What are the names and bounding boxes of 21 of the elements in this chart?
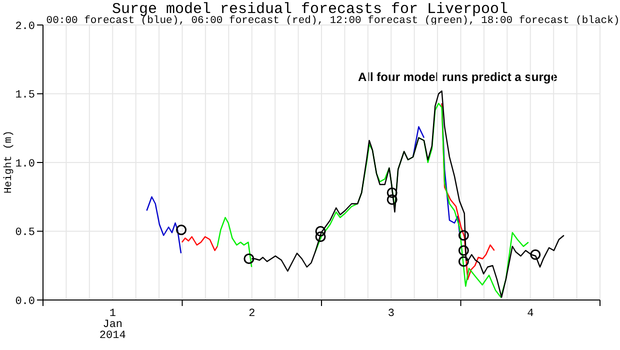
point — [244, 254, 254, 264]
chart-subtitle: 00:00 forecast (blue), 06:00 forecast (red), 12:00 forecast (green), 18:00 forecast (black) — [45, 15, 620, 27]
x-tick-label: 1 Jan 2014 — [99, 308, 126, 342]
point — [176, 224, 187, 236]
point — [315, 226, 326, 236]
y-tick-label: 0.0 — [15, 296, 35, 308]
y-tick-label: 0.5 — [15, 227, 35, 240]
point — [458, 230, 469, 241]
point — [386, 194, 398, 205]
point — [530, 249, 541, 260]
point — [386, 188, 398, 198]
y-tick-label: 1.0 — [15, 158, 35, 170]
point — [458, 256, 469, 267]
y-axis-title: Height (m) — [3, 130, 15, 194]
x-tick-label: 3 — [388, 308, 394, 320]
y-tick-label: 2.0 — [15, 20, 35, 33]
x-tick-label: 4 — [527, 308, 534, 320]
point — [315, 232, 326, 242]
x-tick-label: 2 — [248, 308, 256, 320]
y-tick-label: 1.5 — [15, 90, 35, 102]
point — [458, 245, 469, 256]
